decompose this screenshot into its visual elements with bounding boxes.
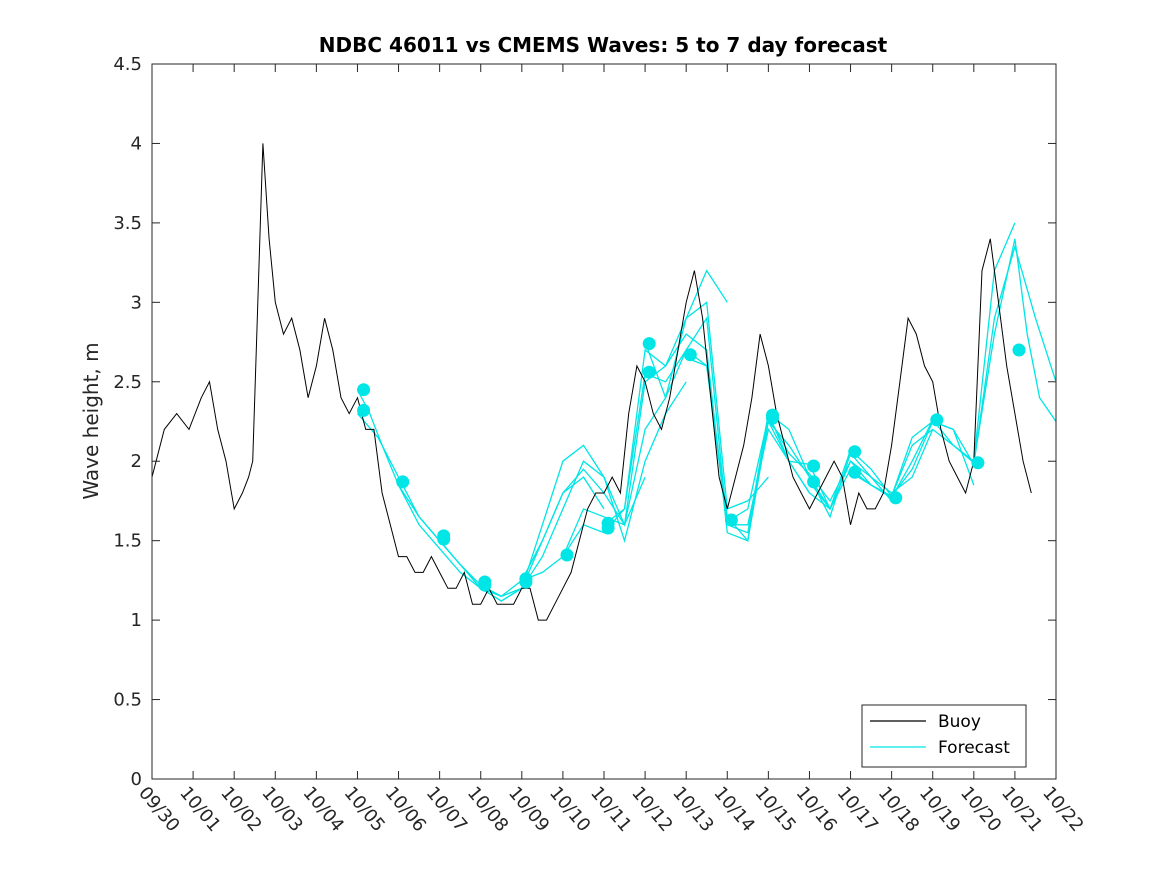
forecast-point [930, 413, 944, 427]
plot-frame [151, 63, 1057, 780]
legend: Buoy Forecast [861, 704, 1027, 768]
forecast-point [848, 465, 862, 479]
y-tick-label: 4.5 [113, 54, 142, 75]
plot-area [151, 143, 1057, 621]
forecast-point [766, 411, 779, 425]
legend-buoy-label: Buoy [938, 712, 981, 732]
forecast-point [396, 475, 410, 489]
forecast-point [437, 532, 451, 546]
forecast-series-line [850, 238, 1057, 499]
chart-title: NDBC 46011 vs CMEMS Waves: 5 to 7 day fo… [319, 33, 888, 57]
forecast-point [357, 383, 371, 397]
forecast-point [971, 456, 985, 470]
forecast-point [519, 575, 533, 589]
y-tick-label: 4 [131, 133, 142, 154]
y-tick-label: 2 [131, 451, 142, 472]
y-axis-label: Wave height, m [79, 342, 103, 499]
y-tick-label: 3.5 [113, 213, 142, 234]
forecast-point [642, 337, 656, 351]
forecast-point [478, 578, 492, 592]
y-tick-label: 0 [131, 769, 142, 790]
forecast-point [807, 475, 821, 489]
y-tick-label: 1 [131, 610, 142, 631]
forecast-point [724, 513, 738, 527]
forecast-point [642, 365, 656, 379]
forecast-point [807, 459, 821, 473]
forecast-point [889, 491, 903, 505]
y-tick-label: 1.5 [113, 531, 142, 552]
forecast-point [683, 348, 697, 362]
y-axis: 0 0.5 1 1.5 2 2.5 3 3.5 4 4.5 [113, 54, 1056, 790]
y-tick-label: 2.5 [113, 372, 142, 393]
forecast-point [1012, 343, 1026, 357]
y-tick-label: 0.5 [113, 690, 142, 711]
forecast-point [601, 516, 615, 530]
forecast-point [848, 445, 862, 459]
forecast-point [357, 403, 371, 417]
buoy-series-line [151, 143, 1032, 621]
forecast-point [560, 548, 574, 562]
y-tick-label: 3 [131, 292, 142, 313]
legend-forecast-label: Forecast [938, 738, 1010, 758]
legend-box [861, 704, 1027, 768]
